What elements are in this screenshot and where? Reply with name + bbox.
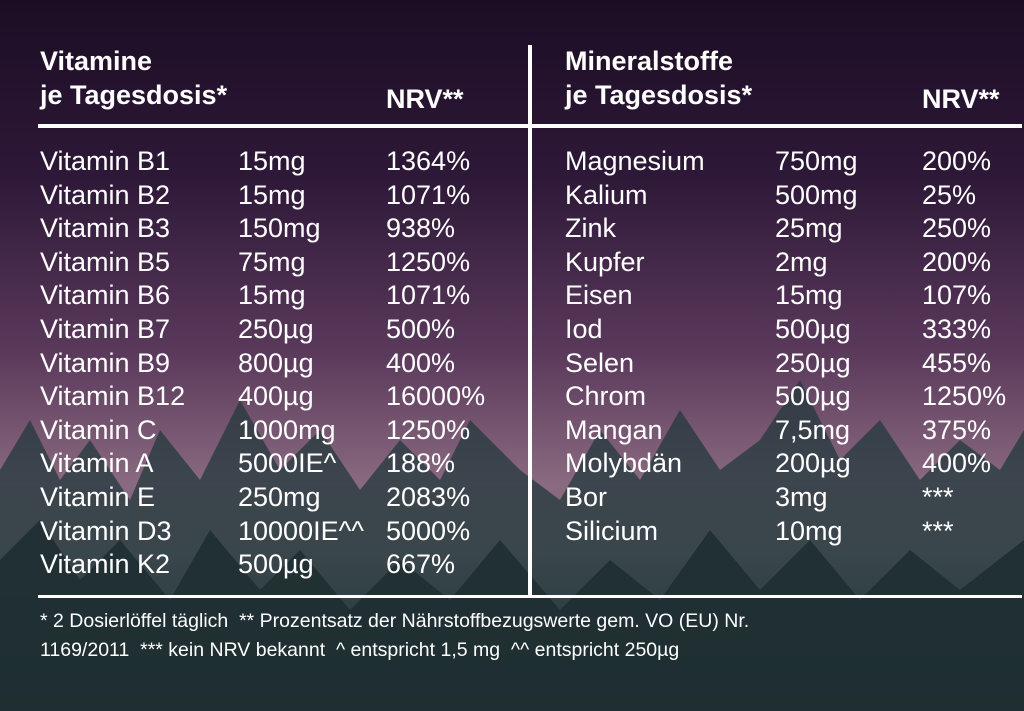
nutrient-name: Vitamin B1 <box>40 146 171 176</box>
amount: 500µg <box>775 381 851 412</box>
nrv-percent: *** <box>922 515 954 546</box>
nrv-percent: 455% <box>922 347 992 378</box>
nrv-percent: 250% <box>922 213 992 244</box>
nutrient-name: Kalium <box>565 179 648 210</box>
nutrient-name: Zink <box>565 213 617 244</box>
nutrient-name: Vitamin B12 <box>40 381 186 412</box>
amount: 750mg <box>775 146 858 176</box>
nutrient-name: Molybdän <box>565 448 683 479</box>
amount: 1000mg <box>238 414 336 445</box>
nrv-percent: 400% <box>922 448 992 479</box>
nrv-percent: 500% <box>386 314 456 344</box>
amount: 5000IE^ <box>238 448 337 479</box>
nrv-percent: 188% <box>386 448 456 479</box>
nrv-percent: 107% <box>922 280 992 311</box>
amount: 25mg <box>775 213 843 244</box>
footnote: 1169/2011 *** kein NRV bekannt ^ entspri… <box>40 639 680 661</box>
nutrient-name: Vitamin E <box>40 482 156 512</box>
amount: 800µg <box>238 347 314 378</box>
nrv-percent: 200% <box>922 246 992 277</box>
section-title: Vitamine <box>40 46 153 76</box>
nrv-percent: 938% <box>386 213 456 244</box>
amount: 3mg <box>775 482 828 512</box>
amount: 7,5mg <box>775 414 851 445</box>
amount: 250µg <box>238 314 314 344</box>
nutrient-name: Bor <box>565 482 608 512</box>
nrv-header: NRV** <box>386 84 464 114</box>
nutrient-name: Vitamin B5 <box>40 246 171 277</box>
amount: 15mg <box>238 146 306 176</box>
nrv-percent: 1071% <box>386 280 471 311</box>
amount: 2mg <box>775 246 828 277</box>
nutrient-name: Vitamin B6 <box>40 280 171 311</box>
section-title: Mineralstoffe <box>565 46 734 76</box>
nutrient-name: Selen <box>565 347 635 378</box>
nutrient-name: Kupfer <box>565 246 645 277</box>
nrv-percent: 1250% <box>386 414 471 445</box>
nutrient-name: Vitamin A <box>40 448 154 479</box>
nrv-percent: *** <box>922 482 954 512</box>
amount: 500µg <box>238 549 314 580</box>
amount: 15mg <box>238 179 306 210</box>
nutrient-name: Silicium <box>565 515 659 546</box>
nrv-percent: 333% <box>922 314 992 344</box>
nrv-percent: 16000% <box>386 381 486 412</box>
footnote: * 2 Dosierlöffel täglich ** Prozentsatz … <box>40 610 750 632</box>
section-subtitle: je Tagesdosis* <box>565 80 753 110</box>
amount: 10mg <box>775 515 843 546</box>
amount: 15mg <box>775 280 843 311</box>
nrv-percent: 2083% <box>386 482 471 512</box>
nrv-percent: 1250% <box>386 246 471 277</box>
nutrient-name: Mangan <box>565 414 663 445</box>
amount: 200µg <box>775 448 851 479</box>
nutrient-name: Vitamin B9 <box>40 347 171 378</box>
amount: 400µg <box>238 381 314 412</box>
nrv-percent: 1071% <box>386 179 471 210</box>
nrv-header: NRV** <box>922 84 1000 114</box>
column-divider <box>528 45 532 597</box>
nrv-percent: 25% <box>922 179 977 210</box>
nutrient-name: Vitamin B3 <box>40 213 171 244</box>
amount: 500mg <box>775 179 858 210</box>
nrv-percent: 400% <box>386 347 456 378</box>
nutrient-name: Iod <box>565 314 603 344</box>
nutrient-name: Vitamin B7 <box>40 314 171 344</box>
amount: 250µg <box>775 347 851 378</box>
amount: 150mg <box>238 213 321 244</box>
amount: 15mg <box>238 280 306 311</box>
nutrient-name: Vitamin B2 <box>40 179 171 210</box>
nrv-percent: 200% <box>922 146 992 176</box>
nutrient-name: Magnesium <box>565 146 705 176</box>
amount: 250mg <box>238 482 321 512</box>
nrv-percent: 375% <box>922 414 992 445</box>
bottom-rule <box>38 595 1022 598</box>
amount: 10000IE^^ <box>238 515 364 546</box>
amount: 75mg <box>238 246 306 277</box>
nrv-percent: 667% <box>386 549 456 580</box>
nrv-percent: 1250% <box>922 381 1007 412</box>
nutrient-name: Vitamin K2 <box>40 549 171 580</box>
amount: 500µg <box>775 314 851 344</box>
nrv-percent: 5000% <box>386 515 471 546</box>
nutrient-name: Chrom <box>565 381 647 412</box>
nutrient-name: Eisen <box>565 280 633 311</box>
nutrient-name: Vitamin C <box>40 414 157 445</box>
section-subtitle: je Tagesdosis* <box>40 80 228 110</box>
nrv-percent: 1364% <box>386 146 471 176</box>
nutrient-name: Vitamin D3 <box>40 515 172 546</box>
